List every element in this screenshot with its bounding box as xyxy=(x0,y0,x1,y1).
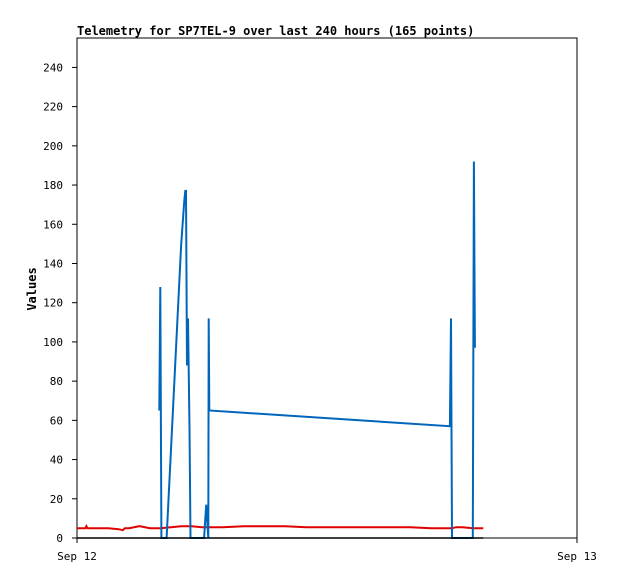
y-axis-label: Values xyxy=(25,267,39,310)
series-line-0 xyxy=(77,524,484,532)
plot-area-frame xyxy=(76,37,578,539)
y-axis-ticks: 0 20 40 60 80 100 120 140 160 180 200 220 240 xyxy=(43,61,77,545)
y-tick-label: 160 xyxy=(43,218,63,231)
y-tick-label: 180 xyxy=(43,179,63,192)
y-tick-label: 100 xyxy=(43,336,63,349)
y-tick-label: 60 xyxy=(50,414,63,427)
x-tick-label: Sep 12 xyxy=(57,550,97,563)
y-tick-label: 240 xyxy=(43,61,63,74)
y-tick-label: 220 xyxy=(43,101,63,114)
series-line-1 xyxy=(158,161,476,539)
y-tick-label: 120 xyxy=(43,297,63,310)
chart-title: Telemetry for SP7TEL-9 over last 240 hou… xyxy=(77,24,475,38)
y-tick-label: 140 xyxy=(43,257,63,270)
y-tick-label: 80 xyxy=(50,375,63,388)
y-tick-label: 200 xyxy=(43,140,63,153)
x-tick-label: Sep 13 xyxy=(557,550,597,563)
y-tick-label: 40 xyxy=(50,454,63,467)
y-tick-label: 20 xyxy=(50,493,63,506)
y-tick-label: 0 xyxy=(56,532,63,545)
series-layer xyxy=(77,161,484,539)
x-axis-ticks: Sep 12 Sep 13 xyxy=(57,538,597,563)
